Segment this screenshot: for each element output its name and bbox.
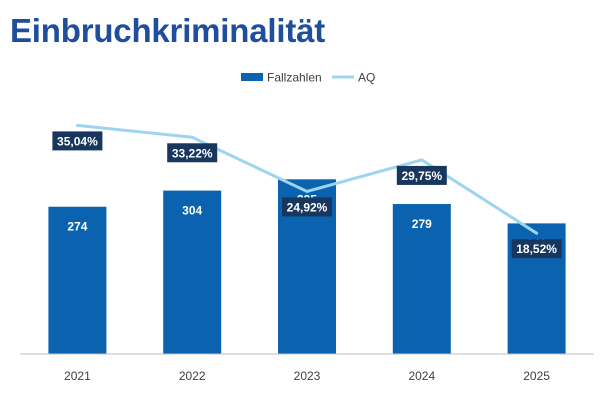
aq-label-box-2021 — [52, 131, 103, 151]
aq-label-text-2025: 18,52% — [516, 242, 557, 256]
legend-label-fallzahlen: Fallzahlen — [267, 71, 322, 85]
aq-label-2025: 18,52% — [511, 239, 562, 259]
legend: Fallzahlen AQ — [241, 71, 375, 85]
aq-label-box-2022 — [167, 143, 218, 163]
line-series — [75, 123, 539, 235]
aq-label-text-2023: 24,92% — [287, 200, 328, 214]
aq-label-box-2023 — [282, 197, 332, 217]
x-tick-label-2021: 2021 — [64, 369, 91, 383]
bar-2024 — [392, 204, 451, 354]
aq-line — [75, 123, 539, 235]
aq-label-2024: 29,75% — [396, 165, 447, 185]
aq-label-2022: 33,22% — [167, 143, 218, 163]
bar-2021 — [48, 206, 107, 354]
aq-label-text-2022: 33,22% — [172, 146, 213, 160]
bar-2022 — [163, 190, 222, 354]
aq-label-2023: 24,92% — [282, 197, 332, 217]
legend-swatch-fallzahlen — [241, 73, 263, 81]
bar-value-label-2024: 279 — [412, 217, 432, 231]
x-tick-label-2023: 2023 — [294, 369, 321, 383]
x-tick-label-2022: 2022 — [179, 369, 206, 383]
aq-label-text-2021: 35,04% — [57, 134, 98, 148]
aq-label-2021: 35,04% — [52, 131, 103, 151]
aq-label-text-2024: 29,75% — [401, 169, 442, 183]
x-tick-label-2025: 2025 — [523, 369, 550, 383]
bar-value-label-2021: 274 — [67, 220, 87, 234]
x-axis-ticks: 2021 2022 2023 2024 2025 — [64, 369, 550, 383]
aq-label-box-2025 — [511, 239, 562, 259]
bar-value-label-2022: 304 — [182, 204, 202, 218]
legend-label-aq: AQ — [358, 71, 375, 85]
chart-title: Einbruchkriminalität — [10, 12, 326, 49]
line-data-labels: 35,04% 33,22% 24,92% 29,75% 18,52% — [52, 131, 562, 259]
aq-label-box-2024 — [396, 165, 447, 185]
x-tick-label-2024: 2024 — [408, 369, 435, 383]
